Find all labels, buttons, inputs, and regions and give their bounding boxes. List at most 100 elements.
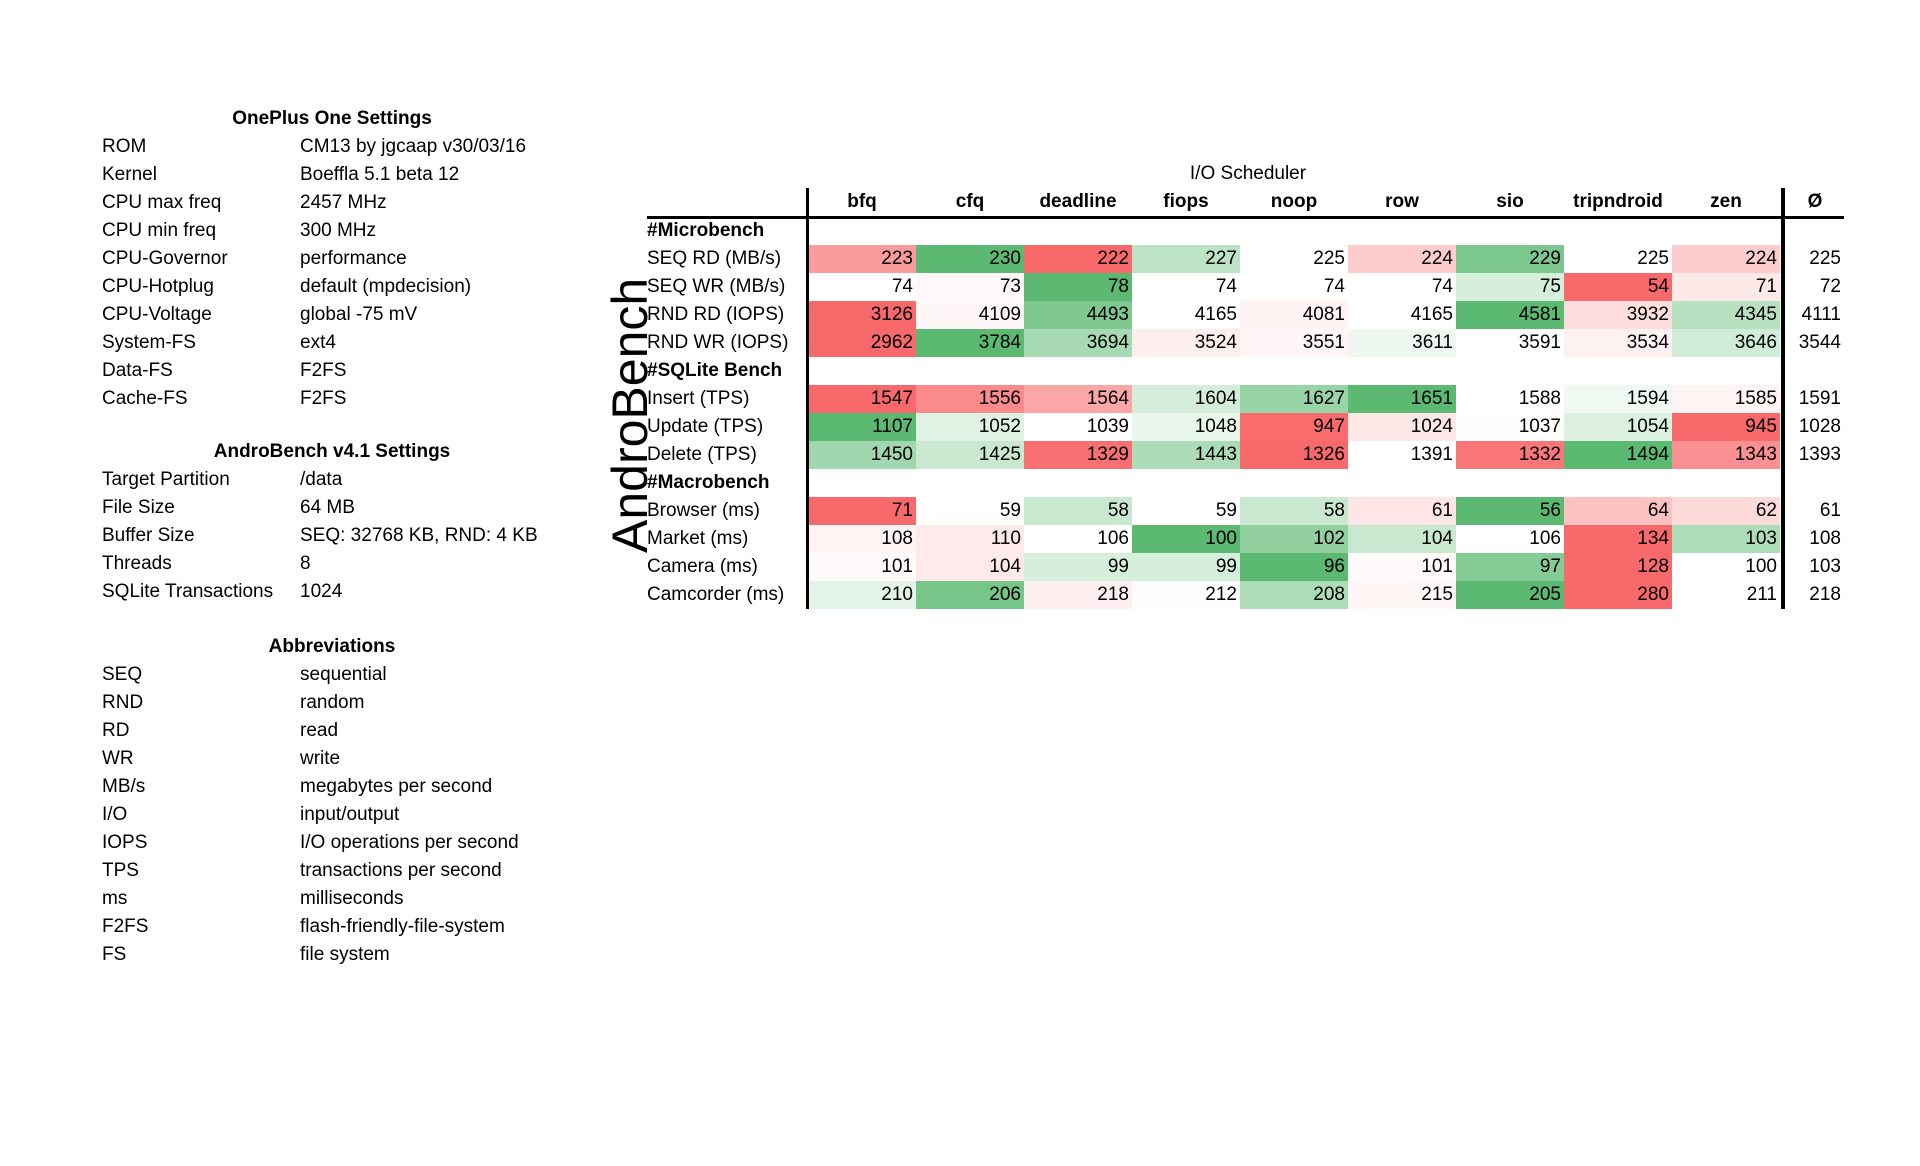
- value-cell: 210: [808, 581, 916, 609]
- metric-label: Insert (TPS): [647, 388, 750, 409]
- setting-key: CPU max freq: [102, 192, 222, 213]
- abbreviations-block: Abbreviations SEQ sequential RND random RD re…: [102, 633, 562, 969]
- value-cell: 205: [1456, 581, 1564, 609]
- setting-value: megabytes per second: [300, 776, 493, 797]
- setting-key: Buffer Size: [102, 525, 195, 546]
- setting-row: Threads 8: [102, 550, 562, 578]
- value-cell: 1588: [1456, 385, 1564, 413]
- value-cell: 1329: [1024, 441, 1132, 469]
- scheduler-header: deadline: [1039, 191, 1117, 212]
- value-cell: 3611: [1348, 329, 1456, 357]
- value-cell: 4165: [1132, 301, 1240, 329]
- setting-key: I/O: [102, 804, 128, 825]
- value-cell: 1343: [1672, 441, 1780, 469]
- value-cell: 3932: [1564, 301, 1672, 329]
- setting-key: CPU-Voltage: [102, 304, 212, 325]
- setting-row: FS file system: [102, 941, 562, 969]
- table-left-border: [806, 188, 809, 609]
- value-cell: 206: [916, 581, 1024, 609]
- value-cell: 104: [916, 553, 1024, 581]
- value-cell: 222: [1024, 245, 1132, 273]
- value-cell: 3646: [1672, 329, 1780, 357]
- value-cell: 1494: [1564, 441, 1672, 469]
- value-cell: 225: [1564, 245, 1672, 273]
- setting-key: F2FS: [102, 916, 149, 937]
- setting-value: performance: [300, 248, 407, 269]
- metric-label: RND RD (IOPS): [647, 304, 785, 325]
- value-cell: 96: [1240, 553, 1348, 581]
- value-cell: 59: [916, 497, 1024, 525]
- setting-value: transactions per second: [300, 860, 502, 881]
- average-cell: 4111: [1801, 304, 1841, 325]
- value-cell: 1585: [1672, 385, 1780, 413]
- metric-label: RND WR (IOPS): [647, 332, 789, 353]
- value-cell: 106: [1456, 525, 1564, 553]
- value-cell: 4081: [1240, 301, 1348, 329]
- section-label: #SQLite Bench: [647, 360, 783, 381]
- io-scheduler-title: I/O Scheduler: [1189, 163, 1307, 184]
- setting-value: 8: [300, 553, 311, 574]
- setting-value: global -75 mV: [300, 304, 418, 325]
- value-cell: 102: [1240, 525, 1348, 553]
- setting-row: ROM CM13 by jgcaap v30/03/16: [102, 133, 562, 161]
- metric-label: Camera (ms): [647, 556, 758, 577]
- average-header: Ø: [1807, 191, 1823, 212]
- value-cell: 99: [1132, 553, 1240, 581]
- value-cell: 1627: [1240, 385, 1348, 413]
- setting-row: TPS transactions per second: [102, 857, 562, 885]
- setting-row: Data-FS F2FS: [102, 357, 562, 385]
- setting-key: WR: [102, 748, 134, 769]
- value-cell: 4345: [1672, 301, 1780, 329]
- setting-value: flash-friendly-file-system: [300, 916, 505, 937]
- value-cell: 1604: [1132, 385, 1240, 413]
- setting-key: Threads: [102, 553, 172, 574]
- scheduler-header: row: [1385, 191, 1419, 212]
- value-cell: 3694: [1024, 329, 1132, 357]
- setting-row: CPU-Governor performance: [102, 245, 562, 273]
- setting-value: CM13 by jgcaap v30/03/16: [300, 136, 527, 157]
- value-cell: 1326: [1240, 441, 1348, 469]
- value-cell: 103: [1672, 525, 1780, 553]
- setting-key: IOPS: [102, 832, 148, 853]
- value-cell: 1048: [1132, 413, 1240, 441]
- value-cell: 59: [1132, 497, 1240, 525]
- metric-label: Update (TPS): [647, 416, 764, 437]
- value-cell: 1052: [916, 413, 1024, 441]
- value-cell: 1564: [1024, 385, 1132, 413]
- value-cell: 4165: [1348, 301, 1456, 329]
- value-cell: 225: [1240, 245, 1348, 273]
- setting-row: F2FS flash-friendly-file-system: [102, 913, 562, 941]
- value-cell: 280: [1564, 581, 1672, 609]
- value-cell: 224: [1348, 245, 1456, 273]
- value-cell: 74: [1348, 273, 1456, 301]
- value-cell: 100: [1672, 553, 1780, 581]
- value-cell: 110: [916, 525, 1024, 553]
- setting-row: I/O input/output: [102, 801, 562, 829]
- setting-row: File Size 64 MB: [102, 494, 562, 522]
- average-cell: 61: [1819, 500, 1841, 521]
- value-cell: 215: [1348, 581, 1456, 609]
- setting-key: CPU-Hotplug: [102, 276, 214, 297]
- setting-key: FS: [102, 944, 127, 965]
- androbench-settings-list: Target Partition/data File Size 64 MB Buffe…: [102, 466, 562, 606]
- setting-row: CPU-Hotplug default (mpdecision): [102, 273, 562, 301]
- abbreviations-title: Abbreviations: [268, 636, 396, 657]
- value-cell: 1054: [1564, 413, 1672, 441]
- value-cell: 1332: [1456, 441, 1564, 469]
- value-cell: 71: [1672, 273, 1780, 301]
- value-cell: 71: [808, 497, 916, 525]
- average-cell: 225: [1809, 248, 1841, 269]
- setting-key: RD: [102, 720, 130, 741]
- value-cell: 73: [916, 273, 1024, 301]
- setting-key: TPS: [102, 860, 139, 881]
- metric-label: Market (ms): [647, 528, 749, 549]
- setting-value: Boeffla 5.1 beta 12: [300, 164, 460, 185]
- average-cell: 1393: [1798, 444, 1841, 465]
- setting-row: CPU min freq 300 MHz: [102, 217, 562, 245]
- value-cell: 104: [1348, 525, 1456, 553]
- value-cell: 1039: [1024, 413, 1132, 441]
- scheduler-header: cfq: [955, 191, 985, 212]
- value-cell: 74: [1240, 273, 1348, 301]
- value-cell: 3784: [916, 329, 1024, 357]
- setting-value: F2FS: [300, 388, 347, 409]
